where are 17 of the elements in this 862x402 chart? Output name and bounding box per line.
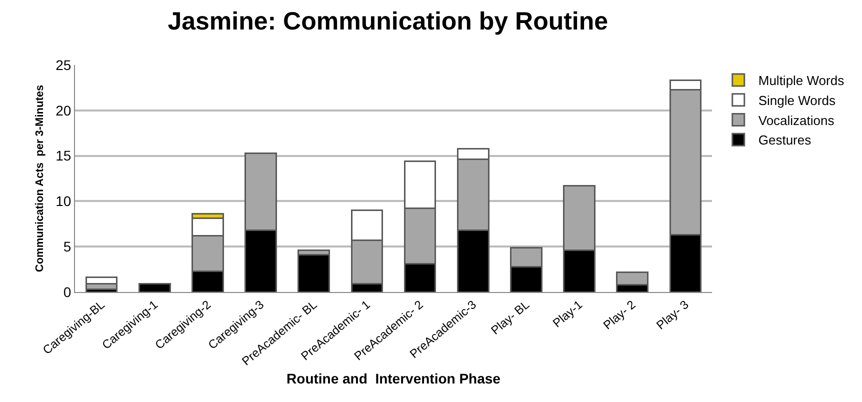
y-tick-label: 15 [56, 148, 72, 164]
y-tick-label: 20 [56, 102, 72, 118]
y-tick-label: 10 [56, 193, 72, 210]
legend-label: Gestures [758, 132, 812, 148]
bar [138, 283, 171, 292]
x-tick-label: Play- BL [488, 297, 532, 338]
legend-label: Vocalizations [758, 112, 835, 128]
y-tick-label: 5 [63, 238, 72, 254]
y-tick-label: 25 [56, 56, 72, 73]
x-tick-label: Play- 3 [654, 297, 692, 332]
x-axis-title: Routine and Intervention Phase [286, 370, 501, 386]
y-axis-title: Communication Acts per 3-Minutes [34, 84, 46, 272]
legend-label: Single Words [758, 92, 836, 108]
chart-title: Jasmine: Communication by Routine [168, 8, 608, 36]
legend-label: Multiple Words [758, 73, 845, 88]
x-tick-label: Play- 2 [600, 297, 638, 332]
y-tick-label: 0 [63, 284, 72, 300]
